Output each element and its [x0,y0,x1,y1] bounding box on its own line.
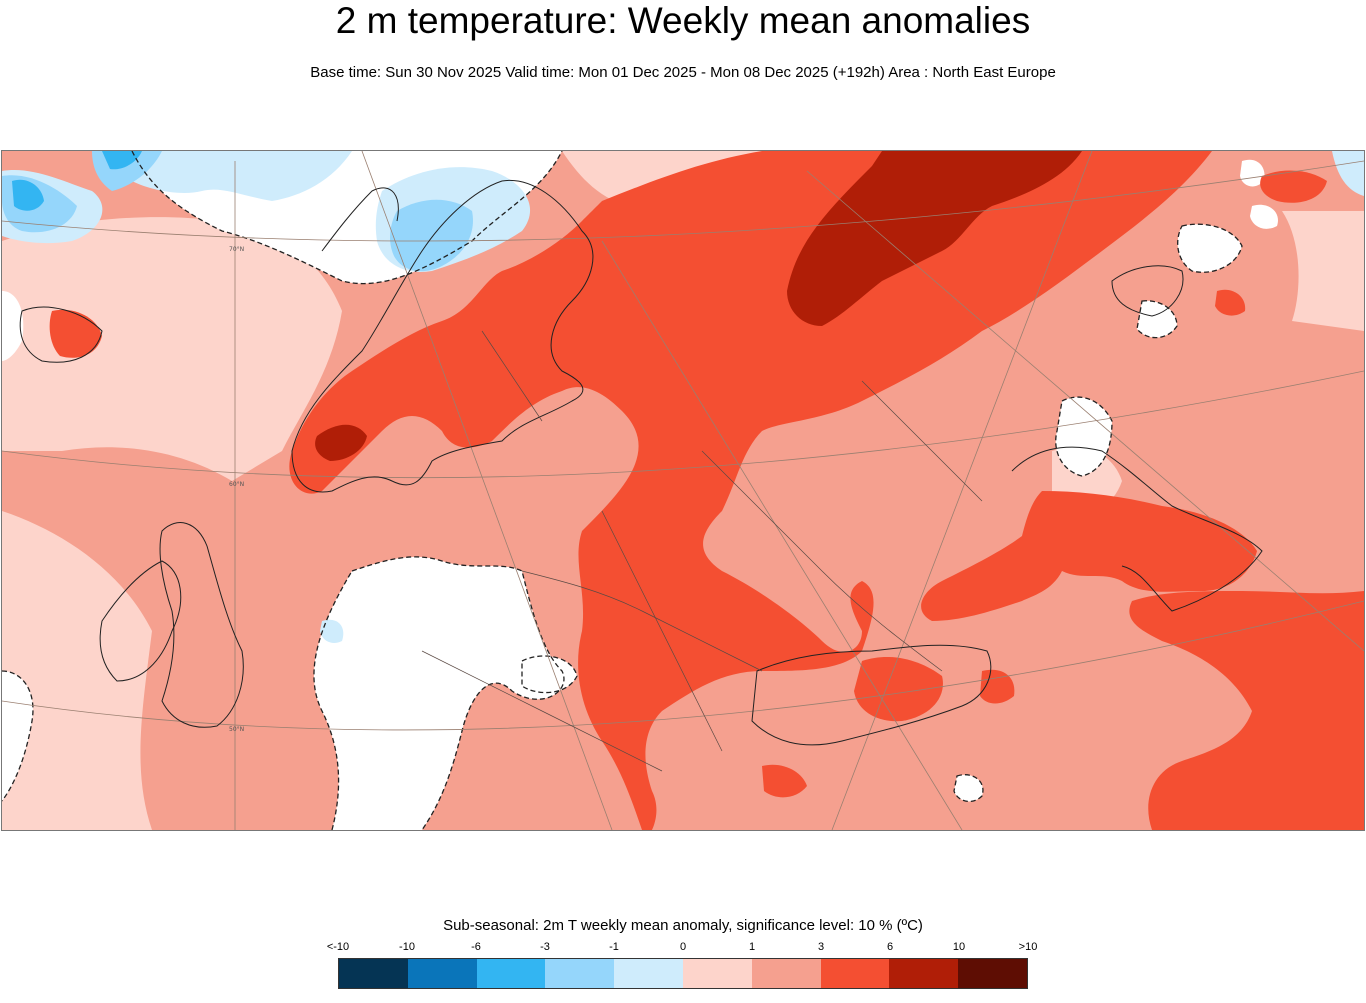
legend-swatch [614,959,683,988]
lat-label-60: 60°N [229,481,244,488]
anomaly-very-high-positive-areas [315,151,1082,461]
legend-swatch [889,959,959,988]
anomaly-map-svg: 70°N 60°N 50°N [2,151,1364,830]
country-borders [421,330,983,772]
legend-swatch [545,959,615,988]
legend-tick: -6 [471,941,481,953]
chart-title: 2 m temperature: Weekly mean anomalies [335,0,1031,41]
legend-tick: 1 [748,941,756,953]
legend-swatch [476,959,546,988]
lat-label-50: 50°N [229,726,244,733]
legend-swatch [339,959,408,988]
chart-subtitle: Base time: Sun 30 Nov 2025 Valid time: M… [310,64,1056,81]
legend-tick: 10 [952,941,966,953]
legend-tick: -10 [399,941,415,953]
graticule [2,151,1364,830]
legend-tick: -1 [609,941,619,953]
legend-swatch [751,959,821,988]
significance-contours [2,151,1243,830]
legend-tick: 0 [679,941,687,953]
legend-swatch [682,959,752,988]
legend-swatch [958,959,1027,988]
legend-tick: <-10 [326,941,350,953]
legend-color-bar [338,958,1028,989]
legend-tick-labels: <-10 -10 -6 -3 -1 0 1 3 6 10 >10 [327,940,1038,954]
legend-tick: 6 [886,941,894,953]
coastlines [19,179,1263,746]
legend-swatch [820,959,890,988]
anomaly-map: 70°N 60°N 50°N [1,150,1365,831]
latitude-labels: 70°N 60°N 50°N [229,246,244,733]
lat-label-70: 70°N [229,246,244,253]
legend-title: Sub-seasonal: 2m T weekly mean anomaly, … [443,917,923,934]
legend-tick: >10 [1018,941,1038,953]
legend-tick: -3 [540,941,550,953]
legend-tick: 3 [817,941,825,953]
anomaly-strong-negative-areas [12,151,142,211]
legend-swatch [407,959,477,988]
